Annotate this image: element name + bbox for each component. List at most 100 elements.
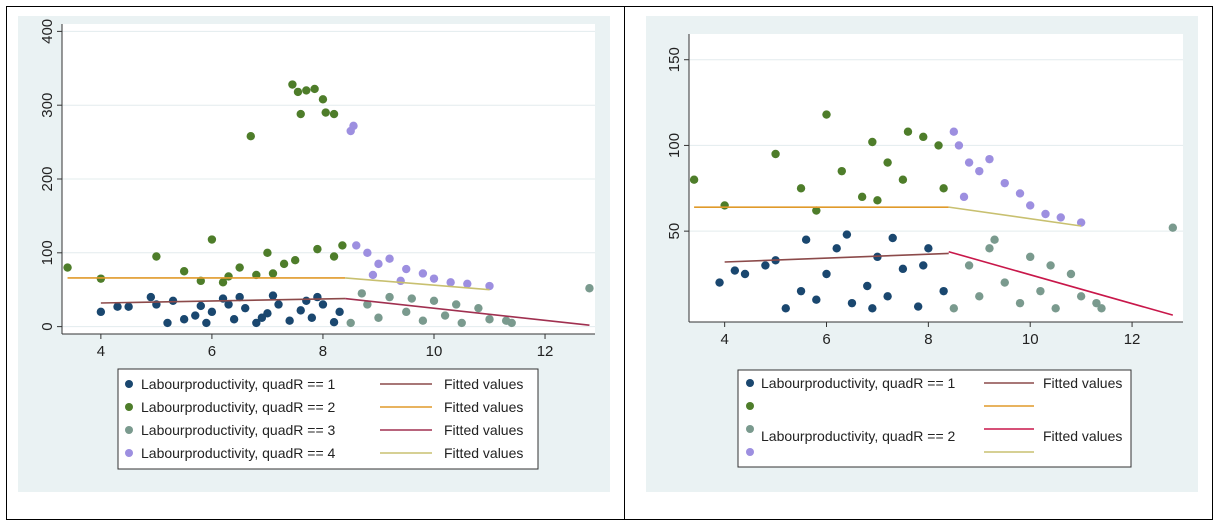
scatter-point-quadr-1 [913, 302, 923, 311]
legend-label: Labourproductivity, quadR == 1 [141, 376, 336, 392]
scatter-point-quadr-3 [1036, 286, 1045, 296]
scatter-point-quadr-1 [888, 233, 897, 243]
scatter-point-quadr-4 [949, 127, 959, 136]
scatter-point-quadr-2 [152, 252, 161, 261]
legend-label: Labourproductivity, quadR == 1 [761, 375, 956, 391]
scatter-point-quadr-2 [812, 206, 821, 215]
scatter-point-quadr-3 [964, 261, 974, 270]
y-tick-label: 50 [666, 223, 683, 240]
scatter-point-quadr-1 [285, 316, 294, 325]
scatter-point-quadr-3 [474, 303, 483, 313]
legend-marker [746, 425, 754, 433]
scatter-point-quadr-4 [1000, 178, 1009, 188]
scatter-point-quadr-1 [124, 302, 133, 311]
scatter-point-quadr-1 [207, 307, 217, 317]
scatter-point-quadr-1 [740, 269, 750, 279]
scatter-point-quadr-4 [352, 241, 361, 250]
scatter-point-quadr-3 [346, 318, 355, 328]
scatter-point-quadr-2 [288, 80, 297, 89]
scatter-point-quadr-1 [863, 281, 872, 291]
scatter-point-quadr-1 [274, 300, 283, 309]
scatter-point-quadr-1 [146, 292, 156, 302]
scatter-point-quadr-2 [321, 108, 330, 117]
legend-line-label: Fitted values [1043, 375, 1122, 391]
scatter-point-quadr-1 [229, 315, 239, 324]
scatter-point-quadr-3 [1046, 261, 1055, 270]
y-tick-label: 0 [39, 322, 56, 330]
scatter-point-quadr-2 [689, 175, 699, 184]
scatter-point-quadr-2 [771, 149, 780, 159]
scatter-point-quadr-3 [985, 244, 994, 253]
scatter-point-quadr-2 [293, 87, 303, 97]
scatter-point-quadr-2 [310, 84, 319, 94]
chart-left: 0 100 200 300 400 4 6 8 10 12 Labourproductivity, … [18, 16, 610, 492]
scatter-point-quadr-1 [801, 235, 811, 244]
scatter-point-quadr-4 [1076, 218, 1086, 227]
y-tick-label: 100 [666, 133, 683, 158]
scatter-point-quadr-1 [832, 244, 841, 253]
scatter-point-quadr-2 [290, 255, 300, 265]
scatter-point-quadr-3 [1000, 278, 1009, 287]
legend-marker [125, 380, 133, 388]
scatter-point-quadr-1 [919, 261, 928, 270]
scatter-point-quadr-1 [252, 318, 261, 328]
x-tick-label: 12 [1124, 331, 1141, 348]
plot-area [689, 34, 1183, 322]
scatter-point-quadr-2 [868, 137, 877, 147]
scatter-point-quadr-2 [263, 248, 272, 258]
legend-label: Labourproductivity, quadR == 2 [141, 399, 336, 415]
legend-marker [125, 403, 133, 411]
legend-marker [746, 448, 754, 456]
x-tick-label: 6 [822, 331, 830, 348]
scatter-point-quadr-3 [385, 292, 394, 302]
legend-marker [125, 449, 133, 457]
scatter-point-quadr-1 [235, 292, 244, 302]
scatter-point-quadr-2 [873, 196, 882, 205]
scatter-point-quadr-4 [485, 281, 494, 291]
fitted-line-1 [724, 252, 949, 263]
scatter-point-quadr-4 [363, 248, 372, 258]
scatter-point-quadr-4 [975, 166, 984, 176]
y-tick-label: 100 [39, 240, 56, 265]
scatter-point-quadr-2 [934, 141, 943, 150]
fitted-line-3 [345, 297, 590, 326]
scatter-point-quadr-1 [191, 311, 200, 320]
scatter-point-quadr-3 [1092, 298, 1101, 308]
scatter-point-quadr-3 [507, 318, 516, 328]
scatter-point-quadr-1 [761, 261, 770, 270]
scatter-point-quadr-4 [985, 154, 994, 164]
scatter-point-quadr-2 [279, 259, 289, 269]
scatter-point-quadr-1 [924, 244, 933, 253]
scatter-point-quadr-3 [1168, 223, 1178, 232]
legend-line-label: Fitted values [444, 376, 523, 392]
scatter-point-quadr-3 [1051, 304, 1060, 313]
legend-line-label: Fitted values [444, 422, 523, 438]
scatter-point-quadr-1 [796, 286, 806, 296]
scatter-point-quadr-3 [1097, 304, 1106, 313]
fitted-line-4 [948, 206, 1082, 227]
y-tick-label: 300 [39, 93, 56, 118]
scatter-point-quadr-3 [1015, 298, 1025, 308]
x-tick-label: 6 [208, 343, 216, 360]
scatter-point-quadr-1 [196, 301, 206, 311]
y-tick-label: 150 [666, 47, 683, 72]
scatter-point-quadr-4 [429, 274, 439, 283]
scatter-point-quadr-3 [407, 294, 416, 303]
scatter-point-quadr-3 [585, 284, 594, 293]
scatter-point-quadr-1 [257, 313, 267, 322]
scatter-point-quadr-1 [318, 300, 328, 309]
scatter-point-quadr-3 [1076, 292, 1086, 301]
scatter-point-quadr-3 [451, 300, 461, 309]
scatter-point-quadr-1 [939, 286, 948, 296]
scatter-point-quadr-2 [329, 109, 339, 119]
scatter-point-quadr-4 [349, 121, 358, 131]
legend-marker [746, 402, 754, 410]
scatter-point-quadr-2 [235, 263, 244, 272]
scatter-point-quadr-4 [385, 254, 394, 263]
scatter-point-quadr-2 [883, 158, 892, 167]
scatter-point-quadr-1 [898, 264, 908, 274]
scatter-point-quadr-1 [715, 278, 724, 287]
scatter-point-quadr-3 [485, 315, 494, 324]
scatter-point-quadr-1 [335, 307, 344, 317]
scatter-point-quadr-2 [246, 131, 255, 141]
